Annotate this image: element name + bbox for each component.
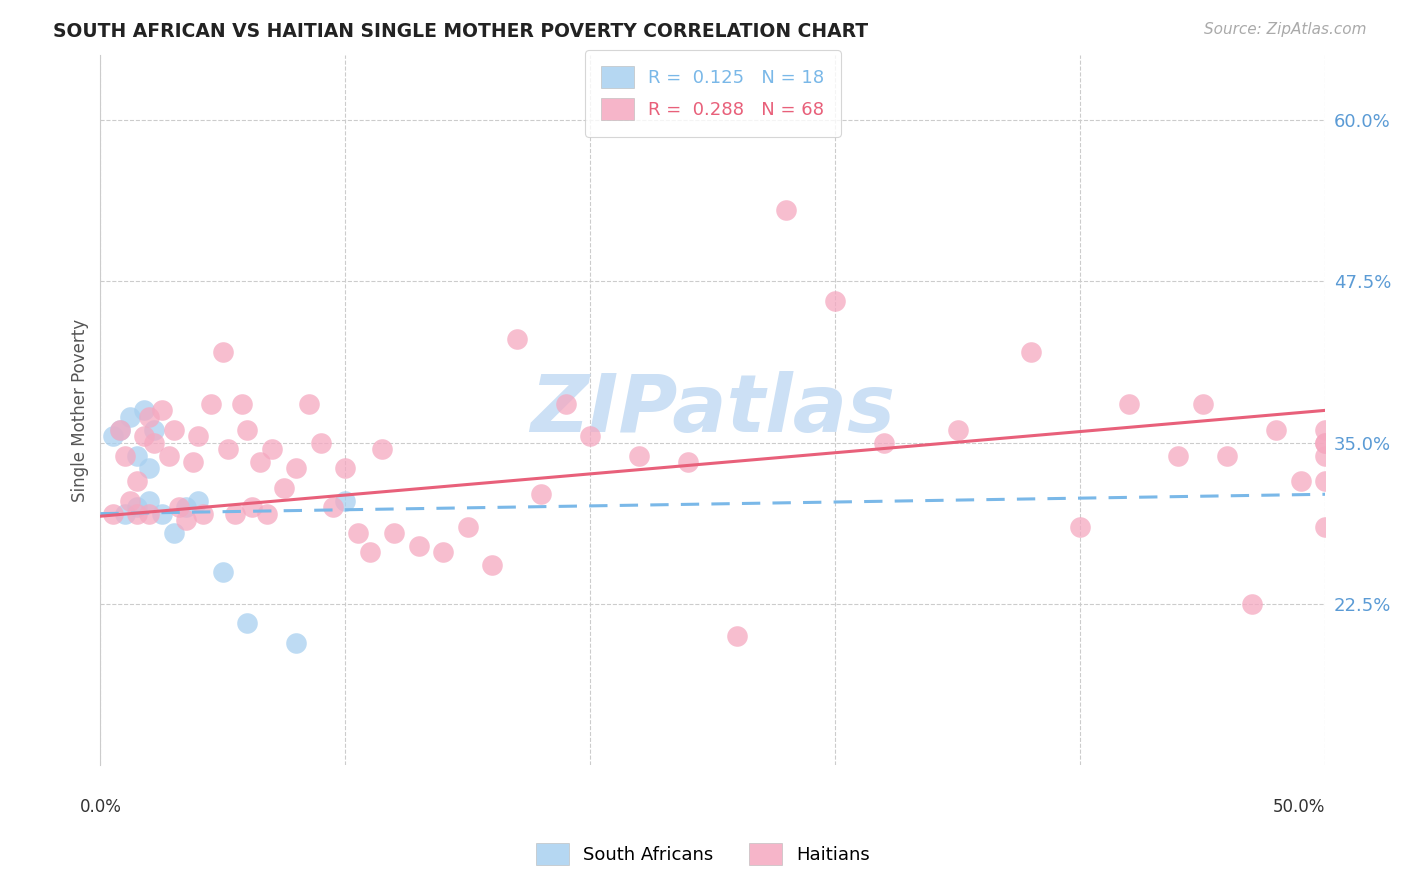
Point: [824, 293, 846, 308]
Point: [138, 493, 160, 508]
Point: [297, 397, 319, 411]
Point: [359, 545, 381, 559]
Point: [127, 475, 149, 489]
Point: [371, 442, 394, 456]
Text: SOUTH AFRICAN VS HAITIAN SINGLE MOTHER POVERTY CORRELATION CHART: SOUTH AFRICAN VS HAITIAN SINGLE MOTHER P…: [53, 22, 869, 41]
Point: [187, 429, 209, 443]
Point: [335, 493, 357, 508]
Point: [285, 461, 308, 475]
Point: [101, 429, 124, 443]
Point: [382, 526, 405, 541]
Point: [114, 449, 136, 463]
Point: [127, 500, 149, 515]
Point: [143, 423, 166, 437]
Point: [1191, 397, 1213, 411]
Point: [157, 449, 180, 463]
Point: [1315, 435, 1337, 450]
Point: [309, 435, 332, 450]
Point: [193, 507, 215, 521]
Point: [143, 435, 166, 450]
Point: [134, 403, 156, 417]
Point: [457, 519, 479, 533]
Point: [506, 332, 529, 346]
Point: [1167, 449, 1189, 463]
Point: [211, 565, 233, 579]
Point: [108, 423, 131, 437]
Point: [678, 455, 700, 469]
Point: [174, 500, 197, 515]
Point: [530, 487, 553, 501]
Y-axis label: Single Mother Poverty: Single Mother Poverty: [72, 318, 89, 502]
Point: [285, 636, 308, 650]
Point: [101, 507, 124, 521]
Point: [335, 461, 357, 475]
Point: [217, 442, 239, 456]
Point: [273, 481, 295, 495]
Point: [322, 500, 344, 515]
Point: [1216, 449, 1239, 463]
Point: [408, 539, 430, 553]
Point: [114, 507, 136, 521]
Legend: R =  0.125   N = 18, R =  0.288   N = 68: R = 0.125 N = 18, R = 0.288 N = 68: [585, 50, 841, 136]
Text: ZIPatlas: ZIPatlas: [530, 371, 896, 450]
Point: [256, 507, 278, 521]
Point: [138, 507, 160, 521]
Point: [1240, 597, 1263, 611]
Point: [163, 423, 186, 437]
Point: [346, 526, 368, 541]
Point: [1315, 475, 1337, 489]
Point: [134, 429, 156, 443]
Point: [249, 455, 271, 469]
Point: [167, 500, 190, 515]
Point: [1118, 397, 1140, 411]
Point: [1021, 345, 1043, 359]
Point: [1315, 435, 1337, 450]
Point: [127, 507, 149, 521]
Point: [138, 461, 160, 475]
Point: [1069, 519, 1091, 533]
Point: [1315, 519, 1337, 533]
Point: [628, 449, 651, 463]
Point: [163, 526, 186, 541]
Point: [174, 513, 197, 527]
Point: [127, 449, 149, 463]
Point: [554, 397, 576, 411]
Point: [579, 429, 602, 443]
Legend: South Africans, Haitians: South Africans, Haitians: [529, 836, 877, 872]
Point: [150, 403, 173, 417]
Point: [432, 545, 454, 559]
Point: [118, 409, 141, 424]
Point: [1315, 449, 1337, 463]
Text: 50.0%: 50.0%: [1272, 797, 1326, 815]
Point: [236, 423, 259, 437]
Point: [200, 397, 222, 411]
Point: [1265, 423, 1288, 437]
Point: [138, 409, 160, 424]
Point: [946, 423, 969, 437]
Text: 0.0%: 0.0%: [79, 797, 121, 815]
Point: [775, 203, 797, 218]
Point: [118, 493, 141, 508]
Point: [1315, 423, 1337, 437]
Point: [481, 558, 503, 573]
Point: [1289, 475, 1312, 489]
Point: [231, 397, 253, 411]
Point: [224, 507, 246, 521]
Point: [211, 345, 233, 359]
Point: [108, 423, 131, 437]
Point: [150, 507, 173, 521]
Text: Source: ZipAtlas.com: Source: ZipAtlas.com: [1204, 22, 1367, 37]
Point: [236, 616, 259, 631]
Point: [873, 435, 896, 450]
Point: [240, 500, 263, 515]
Point: [183, 455, 205, 469]
Point: [260, 442, 283, 456]
Point: [187, 493, 209, 508]
Point: [725, 629, 748, 643]
